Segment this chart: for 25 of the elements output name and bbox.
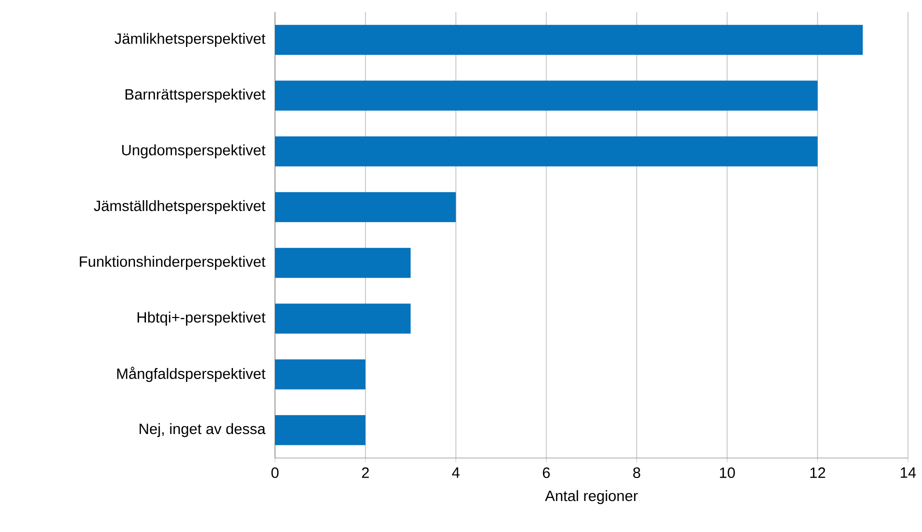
x-tick-label: 0	[271, 467, 279, 478]
y-tick-label: Ungdomsperspektivet	[122, 144, 266, 158]
bar	[274, 136, 818, 166]
x-tick-label: 10	[720, 467, 735, 478]
y-tick-label: Hbtqi+-perspektivet	[138, 312, 266, 326]
y-tick-label: Nej, inget av dessa	[140, 423, 266, 438]
y-tick-label: Jämlikhetsperspektivet	[114, 32, 266, 47]
bar	[274, 80, 818, 111]
y-tick-label: Barnrättsperspektivet	[126, 88, 266, 103]
bar	[274, 415, 366, 446]
y-tick-label: Mångfaldsperspektivet	[117, 366, 266, 382]
y-tick-label: Funktionshinderperspektivet	[80, 256, 266, 270]
x-tick-label: 4	[452, 467, 460, 478]
bar	[274, 248, 411, 278]
x-tick-label: 8	[633, 467, 640, 478]
x-tick-label: 14	[900, 467, 916, 478]
bar	[274, 192, 456, 222]
x-axis-title: Antal regioner	[545, 490, 638, 504]
x-tick-label: 12	[810, 467, 826, 478]
y-tick-label: Jämställdhetsperspektivet	[94, 200, 266, 214]
x-tick-label: 6	[542, 467, 550, 478]
bar	[274, 24, 863, 55]
x-tick-label: 2	[362, 467, 369, 478]
bar	[274, 359, 366, 390]
bar	[274, 304, 411, 334]
